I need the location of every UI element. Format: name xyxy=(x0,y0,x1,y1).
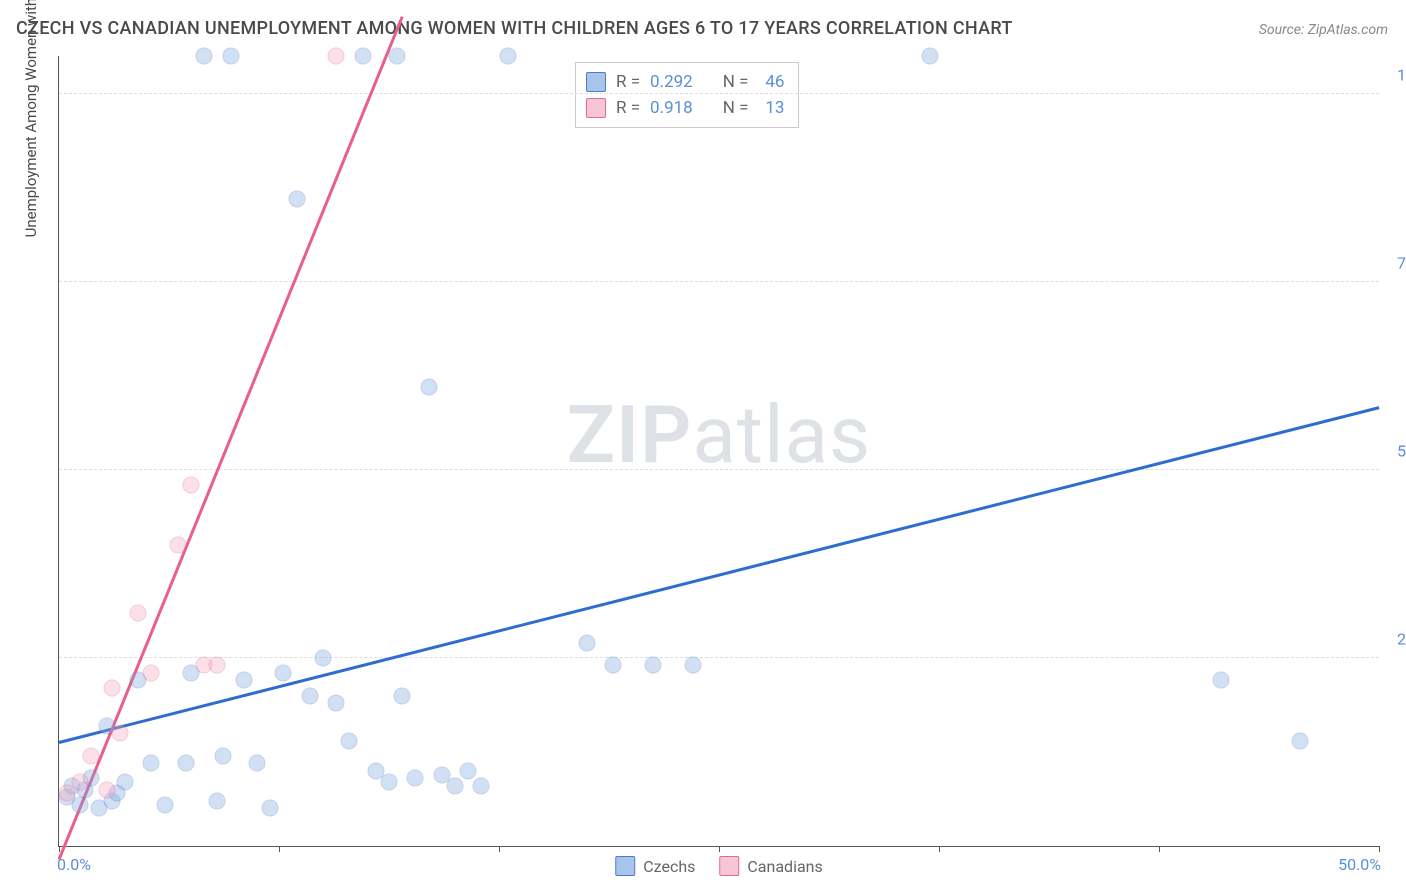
source-label: Source: ZipAtlas.com xyxy=(1259,22,1388,38)
x-tick xyxy=(1379,846,1380,852)
data-point xyxy=(143,755,160,772)
data-point xyxy=(103,680,120,697)
x-axis-min-label: 0.0% xyxy=(57,855,91,874)
legend-item: Canadians xyxy=(719,856,822,876)
data-point xyxy=(72,796,89,813)
r-label: R = xyxy=(616,72,640,92)
data-point xyxy=(235,672,252,689)
legend-swatch xyxy=(586,98,606,118)
data-point xyxy=(381,774,398,791)
data-point xyxy=(249,755,266,772)
legend-swatch xyxy=(719,856,739,876)
n-value: 46 xyxy=(758,72,784,92)
data-point xyxy=(156,796,173,813)
data-point xyxy=(645,657,662,674)
data-point xyxy=(460,762,477,779)
data-point xyxy=(922,48,939,65)
data-point xyxy=(222,48,239,65)
n-label: N = xyxy=(723,72,749,92)
data-point xyxy=(341,732,358,749)
data-point xyxy=(315,649,332,666)
data-point xyxy=(169,537,186,554)
data-point xyxy=(177,755,194,772)
data-point xyxy=(98,781,115,798)
data-point xyxy=(684,657,701,674)
gridline xyxy=(59,657,1379,658)
n-label: N = xyxy=(723,98,749,118)
legend-swatch xyxy=(615,856,635,876)
data-point xyxy=(82,747,99,764)
data-point xyxy=(183,476,200,493)
data-point xyxy=(499,48,516,65)
n-value: 13 xyxy=(758,98,784,118)
x-tick xyxy=(499,846,500,852)
x-axis-max-label: 50.0% xyxy=(1338,855,1381,874)
r-label: R = xyxy=(616,98,640,118)
data-point xyxy=(209,792,226,809)
x-tick xyxy=(1159,846,1160,852)
data-point xyxy=(388,48,405,65)
y-tick-label: 100.0% xyxy=(1385,65,1406,84)
gridline xyxy=(59,93,1379,94)
data-point xyxy=(288,190,305,207)
legend-item: Czechs xyxy=(615,856,695,876)
data-point xyxy=(209,657,226,674)
data-point xyxy=(354,48,371,65)
data-point xyxy=(262,800,279,817)
gridline xyxy=(59,469,1379,470)
y-tick-label: 75.0% xyxy=(1385,253,1406,272)
chart-title: CZECH VS CANADIAN UNEMPLOYMENT AMONG WOM… xyxy=(16,18,1013,39)
data-point xyxy=(328,48,345,65)
x-tick xyxy=(719,846,720,852)
data-point xyxy=(407,770,424,787)
legend-label: Canadians xyxy=(747,857,822,876)
data-point xyxy=(447,777,464,794)
legend-row: R = 0.918 N = 13 xyxy=(586,95,784,121)
legend-row: R = 0.292 N = 46 xyxy=(586,69,784,95)
data-point xyxy=(394,687,411,704)
r-value: 0.918 xyxy=(650,98,693,118)
data-point xyxy=(130,604,147,621)
data-point xyxy=(420,379,437,396)
series-legend: Czechs Canadians xyxy=(615,856,823,876)
legend-swatch xyxy=(586,72,606,92)
data-point xyxy=(328,695,345,712)
data-point xyxy=(579,634,596,651)
data-point xyxy=(1291,732,1308,749)
data-point xyxy=(275,664,292,681)
y-tick-label: 50.0% xyxy=(1385,441,1406,460)
y-tick-label: 25.0% xyxy=(1385,629,1406,648)
correlation-legend: R = 0.292 N = 46 R = 0.918 N = 13 xyxy=(575,62,799,128)
data-point xyxy=(111,725,128,742)
trend-line xyxy=(59,407,1380,745)
y-axis-label: Unemployment Among Women with Children A… xyxy=(22,0,40,237)
data-point xyxy=(605,657,622,674)
data-point xyxy=(473,777,490,794)
data-point xyxy=(301,687,318,704)
r-value: 0.292 xyxy=(650,72,693,92)
x-tick xyxy=(939,846,940,852)
data-point xyxy=(143,664,160,681)
data-point xyxy=(214,747,231,764)
data-point xyxy=(72,774,89,791)
x-tick xyxy=(279,846,280,852)
gridline xyxy=(59,281,1379,282)
scatter-plot: ZIPatlas R =0.292N =46R =0.918N =13 Czec… xyxy=(58,56,1379,847)
data-point xyxy=(196,48,213,65)
legend-label: Czechs xyxy=(643,857,695,876)
data-point xyxy=(1212,672,1229,689)
data-point xyxy=(117,774,134,791)
